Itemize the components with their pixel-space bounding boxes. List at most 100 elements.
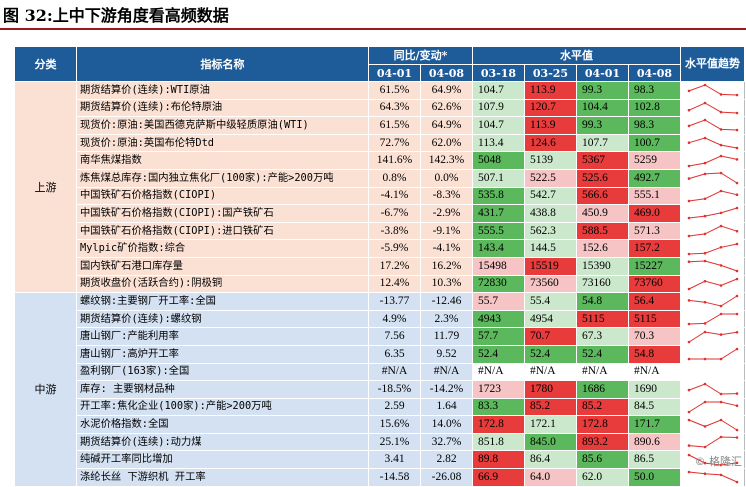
- sparkline-point: [720, 264, 723, 267]
- yoy-value: 0.8%: [369, 169, 421, 187]
- yoy-value: 11.79: [421, 328, 473, 346]
- sparkline-point: [688, 141, 691, 144]
- sparkline-point: [720, 212, 723, 215]
- indicator-name: 现货价:原油:美国西德克萨斯中级轻质原油(WTI): [77, 117, 369, 135]
- level-value: 507.1: [473, 169, 525, 187]
- sparkline-line: [689, 244, 737, 254]
- sparkline-point: [704, 173, 707, 176]
- sparkline-cell: [681, 433, 745, 451]
- yoy-value: 141.6%: [369, 152, 421, 170]
- level-value: 172.8: [577, 416, 629, 434]
- yoy-value: -2.9%: [421, 205, 473, 223]
- sparkline-point: [736, 112, 739, 115]
- sparkline-line: [689, 103, 737, 113]
- yoy-value: 12.4%: [369, 275, 421, 293]
- yoy-value: 25.1%: [369, 433, 421, 451]
- yoy-value: -4.1%: [421, 240, 473, 258]
- yoy-value: 64.9%: [421, 82, 473, 100]
- yoy-value: -6.7%: [369, 205, 421, 223]
- yoy-value: 7.56: [369, 328, 421, 346]
- yoy-value: -14.58: [369, 469, 421, 487]
- level-value: 152.6: [577, 240, 629, 258]
- yoy-value: 2.82: [421, 451, 473, 469]
- level-value: 83.3: [473, 398, 525, 416]
- yoy-value: -18.5%: [369, 381, 421, 399]
- level-value: 104.7: [473, 117, 525, 135]
- yoy-value: 0.0%: [421, 169, 473, 187]
- level-value: 104.7: [473, 82, 525, 100]
- level-value: 64.0: [525, 469, 577, 487]
- level-value: 890.6: [629, 433, 681, 451]
- yoy-value: 62.0%: [421, 134, 473, 152]
- level-value: 70.3: [629, 328, 681, 346]
- level-value: 98.3: [629, 82, 681, 100]
- yoy-value: -13.77: [369, 293, 421, 311]
- yoy-value: -3.8%: [369, 222, 421, 240]
- level-value: 144.5: [525, 240, 577, 258]
- yoy-value: 16.2%: [421, 257, 473, 275]
- level-value: 85.2: [525, 398, 577, 416]
- trend-sparkline: [681, 153, 745, 169]
- sparkline-point: [688, 235, 691, 238]
- sparkline-line: [689, 296, 737, 306]
- level-value: 57.7: [473, 328, 525, 346]
- indicator-name: 唐山钢厂:高炉开工率: [77, 345, 369, 363]
- trend-sparkline: [681, 346, 745, 362]
- sparkline-point: [736, 182, 739, 185]
- trend-sparkline: [681, 170, 745, 186]
- sparkline-cell: [681, 328, 745, 346]
- sparkline-line: [689, 226, 737, 236]
- sparkline-point: [688, 252, 691, 255]
- indicator-name: 开工率:焦化企业(100家):产能>200万吨: [77, 398, 369, 416]
- sparkline-line: [689, 191, 737, 201]
- yoy-value: 2.59: [369, 398, 421, 416]
- level-value: 54.8: [629, 345, 681, 363]
- level-value: 85.6: [577, 451, 629, 469]
- trend-sparkline: [681, 364, 745, 380]
- level-value: 72830: [473, 275, 525, 293]
- yoy-value: -4.1%: [369, 187, 421, 205]
- sparkline-point: [736, 158, 739, 161]
- sparkline-point: [704, 137, 707, 140]
- trend-sparkline: [681, 241, 745, 257]
- sparkline-point: [720, 393, 723, 396]
- sparkline-cell: [681, 169, 745, 187]
- trend-sparkline: [681, 381, 745, 397]
- sparkline-point: [720, 401, 723, 404]
- sparkline-point: [736, 94, 739, 97]
- level-value: 15390: [577, 257, 629, 275]
- sparkline-line: [689, 349, 737, 359]
- yoy-value: 10.3%: [421, 275, 473, 293]
- sparkline-point: [688, 444, 691, 447]
- trend-sparkline: [681, 434, 745, 450]
- level-value: 98.3: [629, 117, 681, 135]
- indicator-name: 期货收盘价(活跃合约):阴极铜: [77, 275, 369, 293]
- level-value: 555.5: [473, 222, 525, 240]
- level-value: 85.2: [577, 398, 629, 416]
- indicator-name: 中国铁矿石价格指数(CIOPI):进口铁矿石: [77, 222, 369, 240]
- sparkline-point: [704, 84, 707, 87]
- sparkline-cell: [681, 222, 745, 240]
- level-value: 438.8: [525, 205, 577, 223]
- sparkline-cell: [681, 416, 745, 434]
- sparkline-cell: [681, 187, 745, 205]
- yoy-value: 17.2%: [369, 257, 421, 275]
- level-value: 15498: [473, 257, 525, 275]
- sparkline-point: [704, 233, 707, 236]
- sparkline-point: [736, 147, 739, 150]
- level-value: 113.9: [525, 82, 577, 100]
- table-row: 盈利钢厂(163家):全国#N/A#N/A#N/A#N/A#N/A#N/A: [15, 363, 745, 381]
- yoy-value: -8.3%: [421, 187, 473, 205]
- sparkline-point: [704, 383, 707, 386]
- yoy-value: 14.0%: [421, 416, 473, 434]
- level-value: 893.2: [577, 433, 629, 451]
- trend-sparkline: [681, 223, 745, 239]
- sparkline-line: [689, 402, 737, 412]
- sparkline-line: [689, 279, 737, 289]
- yoy-value: #N/A: [421, 363, 473, 381]
- indicator-name: 期货结算价(连续):螺纹钢: [77, 310, 369, 328]
- sparkline-cell: [681, 293, 745, 311]
- level-value: 5115: [629, 310, 681, 328]
